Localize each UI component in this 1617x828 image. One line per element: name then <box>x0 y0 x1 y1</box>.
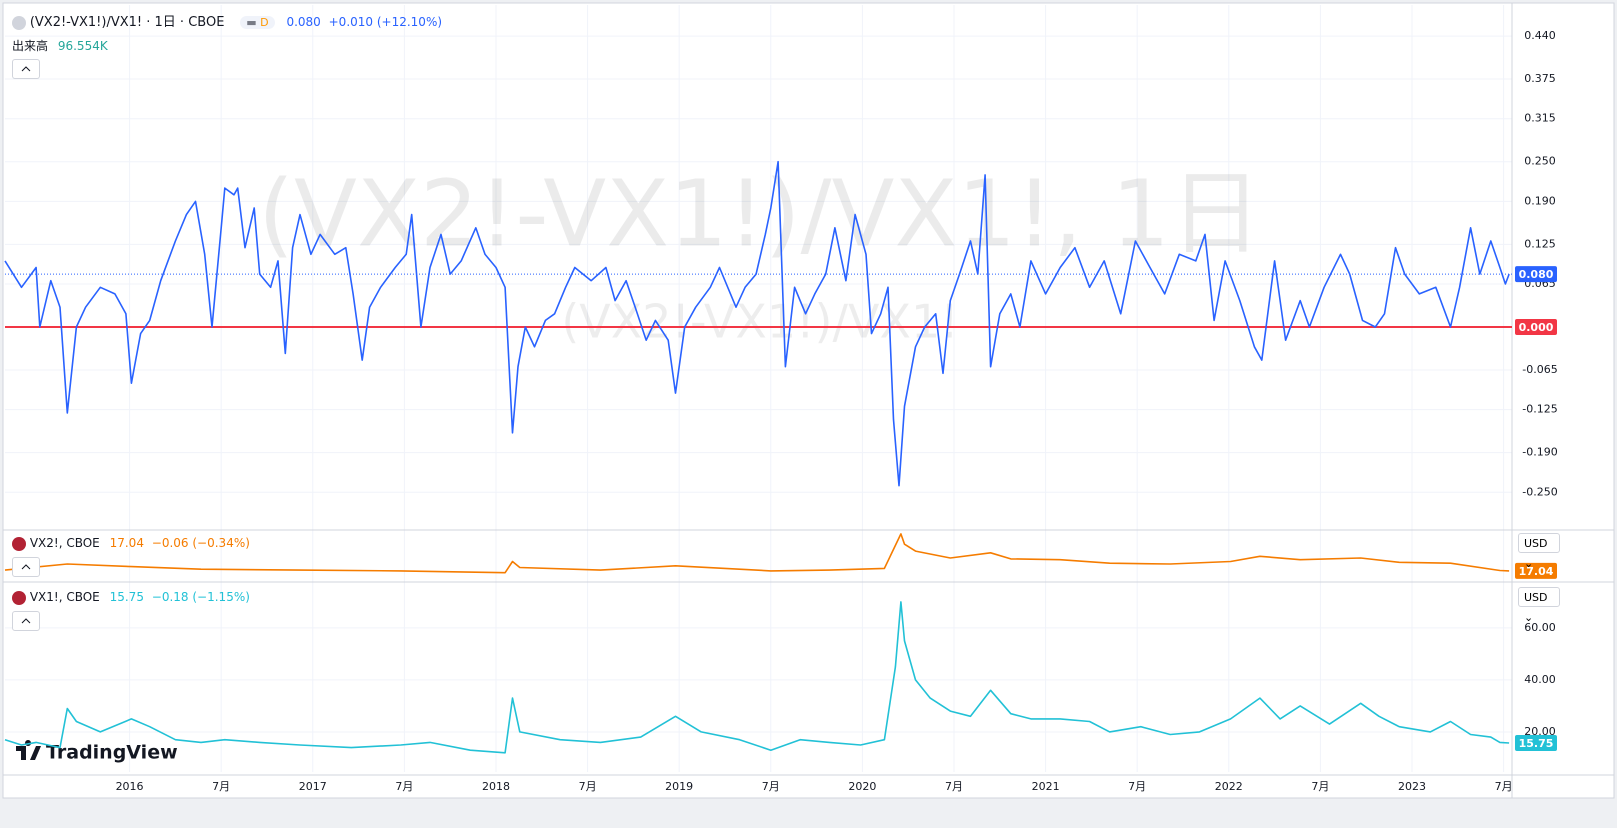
y-tick-label: 0.190 <box>1524 194 1556 207</box>
chevron <box>21 66 31 72</box>
last-value: 17.04 <box>109 536 144 550</box>
chevron <box>21 618 31 624</box>
series-line <box>4 601 1510 754</box>
chevron <box>21 564 31 570</box>
tradingview-logo: TradingView <box>16 740 178 764</box>
y-tick-label: -0.250 <box>1522 485 1557 498</box>
y-tick-label: 0.375 <box>1524 72 1556 85</box>
x-tick-label: 7月 <box>1128 780 1146 793</box>
x-tick-label: 7月 <box>395 780 413 793</box>
zero-label: 0.000 <box>1519 321 1554 334</box>
currency: USD <box>1524 537 1548 550</box>
logo-mark <box>16 740 41 760</box>
x-tick-label: 7月 <box>1311 780 1329 793</box>
symbol-title: VX1!, CBOE <box>29 590 100 604</box>
series-line <box>4 160 1510 487</box>
y-tick-label: 0.315 <box>1524 112 1556 125</box>
x-tick-label: 2022 <box>1215 780 1243 793</box>
last-price-label: 17.04 <box>1519 565 1554 578</box>
x-tick-label: 2016 <box>116 780 144 793</box>
last-price-label-box <box>1515 735 1557 752</box>
x-tick-label: 7月 <box>762 780 780 793</box>
x-tick-label: 7月 <box>1495 780 1513 793</box>
last-price-label: 15.75 <box>1519 737 1554 750</box>
currency: USD <box>1524 591 1548 604</box>
y-tick-label: -0.065 <box>1522 363 1557 376</box>
zero-label-box <box>1515 318 1557 335</box>
symbol-title: (VX2!-VX1!)/VX1! · 1日 · CBOE <box>29 15 225 30</box>
badge-text: D <box>260 16 269 29</box>
last-price-label-box <box>1515 266 1557 283</box>
x-tick-label: 2019 <box>665 780 693 793</box>
watermark: (VX2!-VX1!)/VX1!, 1日 <box>258 160 1262 267</box>
last-price-label: 0.080 <box>1519 268 1554 281</box>
flag-icon <box>12 590 26 605</box>
x-tick-label: 2018 <box>482 780 510 793</box>
y-tick-label: 0.250 <box>1524 155 1556 168</box>
y-tick-label: 40.00 <box>1524 673 1556 686</box>
x-tick-label: 7月 <box>945 780 963 793</box>
currency-button[interactable]: USD ⌄ <box>1518 533 1560 570</box>
chart-background <box>2 2 1615 799</box>
change: +0.010 (+12.10%) <box>328 15 443 29</box>
x-tick-label: 2023 <box>1398 780 1426 793</box>
change: −0.18 (−1.15%) <box>151 590 250 604</box>
change: −0.06 (−0.34%) <box>151 536 250 550</box>
grid <box>5 5 1512 772</box>
logo-text: TradingView <box>46 742 178 764</box>
main-legend: (VX2!-VX1!)/VX1! · 1日 · CBOE ▬ D 0.080 +… <box>12 11 442 30</box>
collapse-button[interactable] <box>12 557 40 577</box>
series-line <box>4 533 1510 574</box>
symbol-icon <box>12 15 26 30</box>
currency-button[interactable]: USD ⌄ <box>1518 587 1560 624</box>
y-tick-label: -0.190 <box>1522 446 1557 459</box>
symbol-title: VX2!, CBOE <box>29 536 100 550</box>
y-tick-label: 0.125 <box>1524 237 1556 250</box>
x-tick-label: 7月 <box>212 780 230 793</box>
collapse-button[interactable] <box>12 59 40 79</box>
watermark-small: (VX2!-VX1!)/VX1! <box>561 295 958 349</box>
volume-title: 出来高 <box>12 39 49 53</box>
vx1-legend: VX1!, CBOE 15.75 −0.18 (−1.15%) <box>12 590 250 605</box>
flag-icon <box>12 536 26 551</box>
last-value: 0.080 <box>286 15 321 29</box>
x-tick-label: 2017 <box>299 780 327 793</box>
volume-value: 96.554K <box>57 39 108 53</box>
x-tick-label: 2020 <box>848 780 876 793</box>
interval-badge[interactable]: ▬ D <box>240 16 275 29</box>
collapse-button[interactable] <box>12 611 40 631</box>
y-tick-label: -0.125 <box>1522 403 1557 416</box>
last-value: 15.75 <box>109 590 144 604</box>
x-tick-label: 7月 <box>579 780 597 793</box>
y-tick-label: 60.00 <box>1524 621 1556 634</box>
volume-legend: 出来高 96.554K <box>12 37 108 54</box>
x-tick-label: 2021 <box>1032 780 1060 793</box>
last-price-label-box <box>1515 562 1557 579</box>
y-tick-label: 20.00 <box>1524 725 1556 738</box>
y-tick-label: 0.440 <box>1524 29 1556 42</box>
vx2-legend: VX2!, CBOE 17.04 −0.06 (−0.34%) <box>12 536 250 551</box>
